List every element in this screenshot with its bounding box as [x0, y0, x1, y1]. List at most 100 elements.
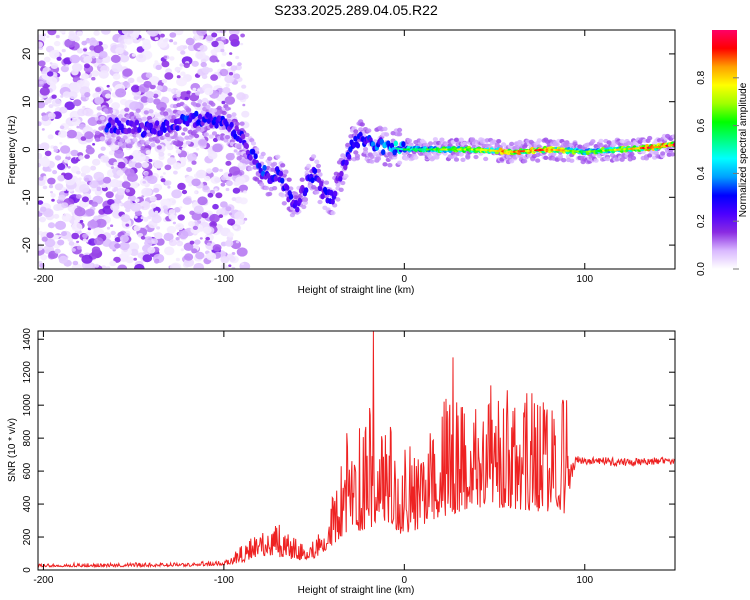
- noise-blob: [228, 256, 236, 262]
- ridge-halo: [143, 110, 149, 115]
- noise-blob: [46, 35, 50, 38]
- noise-blob: [140, 235, 146, 240]
- noise-blob: [114, 237, 121, 243]
- ridge-halo: [194, 133, 200, 139]
- noise-blob: [197, 88, 201, 92]
- noise-blob: [224, 239, 234, 247]
- noise-blob: [131, 85, 140, 93]
- ridge-cell: [110, 119, 116, 126]
- noise-blob: [228, 72, 234, 76]
- ridge-core: [672, 143, 675, 146]
- noise-blob: [119, 54, 130, 63]
- ridge-halo: [543, 155, 549, 160]
- noise-blob: [195, 251, 205, 260]
- noise-blob: [112, 189, 116, 193]
- noise-blob: [155, 238, 165, 246]
- noise-blob: [47, 112, 56, 120]
- noise-blob: [180, 71, 186, 76]
- figure-title: S233.2025.289.04.05.R22: [274, 2, 438, 18]
- noise-blob: [196, 30, 207, 36]
- noise-blob: [197, 47, 201, 51]
- noise-blob: [71, 117, 81, 126]
- noise-blob: [110, 203, 120, 212]
- noise-blob: [47, 134, 54, 140]
- ridge-halo: [668, 148, 674, 153]
- ridge-halo: [241, 159, 247, 164]
- noise-blob: [72, 260, 79, 266]
- noise-blob: [61, 187, 67, 192]
- ridge-cell: [162, 127, 167, 133]
- ridge-halo: [317, 172, 323, 177]
- noise-blob: [54, 155, 62, 161]
- noise-blob: [105, 93, 112, 99]
- spec-y-tick-label: 20: [21, 48, 33, 60]
- ridge-cell: [244, 143, 249, 150]
- noise-blob: [189, 240, 195, 245]
- noise-blob: [78, 155, 84, 160]
- noise-blob: [214, 188, 218, 192]
- noise-blob: [144, 172, 149, 176]
- ridge-halo: [302, 197, 308, 203]
- noise-blob: [92, 158, 101, 166]
- ridge-halo: [369, 159, 375, 164]
- noise-blob: [163, 38, 168, 43]
- noise-blob: [59, 142, 63, 145]
- noise-blob: [184, 96, 189, 101]
- noise-blob: [178, 230, 189, 240]
- noise-blob: [106, 84, 110, 88]
- noise-blob: [220, 63, 226, 68]
- ridge-cell: [312, 168, 318, 174]
- spectrogram-x-label: Height of straight line (km): [298, 285, 415, 296]
- noise-blob: [38, 101, 46, 109]
- noise-blob: [38, 200, 44, 205]
- snr-y-tick-label: 600: [22, 462, 33, 479]
- noise-blob: [233, 73, 241, 80]
- ridge-halo: [224, 135, 231, 140]
- ridge-halo: [150, 142, 156, 148]
- noise-blob: [64, 101, 75, 110]
- noise-blob: [145, 91, 155, 99]
- snr-x-tick-label: -200: [33, 575, 53, 586]
- ridge-halo: [323, 193, 330, 199]
- noise-blob: [181, 189, 188, 195]
- noise-blob: [228, 264, 232, 268]
- noise-blob: [182, 45, 188, 49]
- noise-blob: [114, 243, 121, 249]
- noise-blob: [95, 218, 107, 228]
- noise-blob: [47, 168, 52, 172]
- noise-blob: [78, 177, 82, 181]
- noise-blob: [166, 144, 174, 151]
- noise-blob: [66, 129, 78, 139]
- ridge-cell: [393, 140, 398, 147]
- noise-blob: [46, 76, 58, 86]
- noise-blob: [60, 65, 69, 73]
- noise-blob: [53, 145, 58, 150]
- noise-blob: [38, 60, 46, 67]
- ridge-halo: [195, 127, 201, 132]
- snr-x-tick-label: 100: [576, 575, 593, 586]
- colorbar-tick-label: 0.0: [696, 262, 707, 276]
- noise-blob: [183, 258, 195, 267]
- noise-blob: [54, 248, 61, 254]
- noise-blob: [203, 175, 211, 182]
- noise-blob: [81, 196, 89, 203]
- noise-blob: [191, 178, 201, 187]
- noise-blob: [175, 237, 180, 241]
- ridge-halo: [221, 110, 227, 116]
- noise-blob: [199, 237, 203, 240]
- noise-blob: [79, 184, 90, 193]
- noise-blob: [174, 30, 184, 36]
- noise-blob: [146, 97, 154, 104]
- noise-blob: [113, 161, 119, 166]
- ridge-halo: [604, 156, 611, 162]
- ridge-halo: [234, 121, 240, 127]
- noise-blob: [70, 149, 79, 157]
- noise-blob: [45, 98, 52, 104]
- noise-blob: [91, 201, 98, 207]
- ridge-halo: [272, 186, 278, 191]
- ridge-halo: [353, 150, 359, 155]
- noise-blob: [183, 62, 190, 69]
- ridge-halo: [522, 158, 528, 164]
- noise-blob: [225, 152, 235, 161]
- noise-blob: [41, 128, 45, 131]
